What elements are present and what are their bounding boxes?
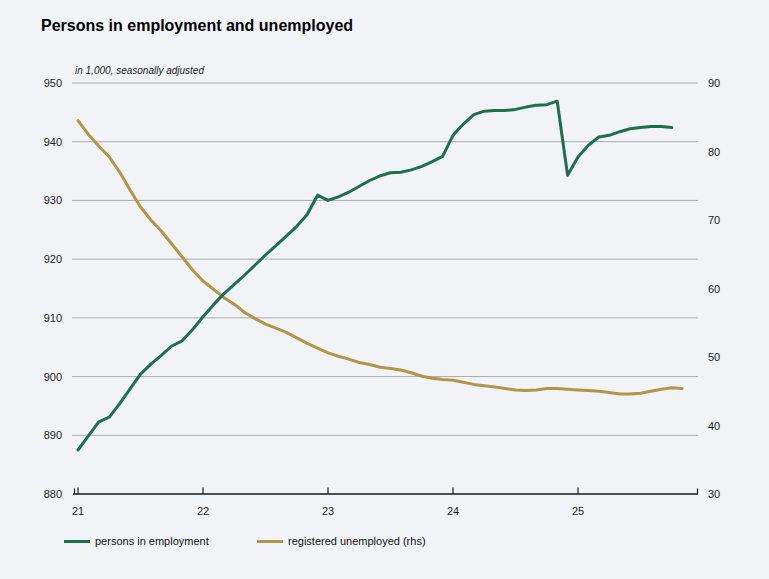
chart-page: Persons in employment and unemployed in … — [0, 0, 769, 579]
legend-label-employment: persons in employment — [95, 535, 209, 547]
left-axis-tick-label: 910 — [44, 312, 62, 324]
employment-line — [78, 101, 672, 450]
x-axis-tick-label: 24 — [447, 505, 459, 517]
right-axis-tick-label: 40 — [708, 420, 720, 432]
right-axis-tick-label: 70 — [708, 214, 720, 226]
left-axis-tick-label: 880 — [44, 488, 62, 500]
line-chart: 21 22 23 24 25 950 940 930 920 910 900 890 880 90 80 70… — [0, 0, 769, 579]
left-axis-tick-label: 940 — [44, 136, 62, 148]
x-axis-tick-label: 23 — [322, 505, 334, 517]
employment-line-swatch — [64, 540, 90, 543]
right-axis-tick-label: 50 — [708, 351, 720, 363]
x-axis-tick-label: 25 — [572, 505, 584, 517]
left-axis-tick-label: 950 — [44, 77, 62, 89]
left-axis-tick-label: 900 — [44, 371, 62, 383]
unemployed-line — [78, 121, 682, 394]
unemployed-line-swatch — [257, 540, 283, 543]
right-axis-tick-label: 60 — [708, 283, 720, 295]
legend-item-employment: persons in employment — [64, 534, 209, 548]
legend-label-unemployed: registered unemployed (rhs) — [288, 535, 426, 547]
left-axis-tick-label: 920 — [44, 253, 62, 265]
legend-item-unemployed: registered unemployed (rhs) — [257, 534, 426, 548]
x-axis-tick-label: 21 — [72, 505, 84, 517]
right-axis-tick-label: 80 — [708, 146, 720, 158]
x-axis-tick-label: 22 — [197, 505, 209, 517]
left-axis-tick-label: 930 — [44, 194, 62, 206]
right-axis-tick-label: 90 — [708, 77, 720, 89]
right-axis-tick-label: 30 — [708, 488, 720, 500]
left-axis-tick-label: 890 — [44, 429, 62, 441]
